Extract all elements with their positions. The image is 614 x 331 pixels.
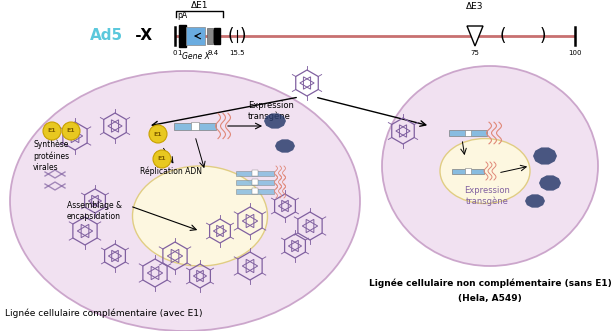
FancyBboxPatch shape bbox=[207, 28, 213, 44]
FancyBboxPatch shape bbox=[449, 130, 487, 136]
FancyBboxPatch shape bbox=[452, 168, 484, 173]
Circle shape bbox=[149, 125, 167, 143]
Polygon shape bbox=[539, 175, 561, 191]
Polygon shape bbox=[264, 114, 286, 129]
Circle shape bbox=[43, 122, 61, 140]
Text: Gene X: Gene X bbox=[182, 52, 209, 61]
Text: E1: E1 bbox=[67, 128, 76, 133]
Ellipse shape bbox=[133, 166, 268, 266]
Text: 1: 1 bbox=[177, 50, 181, 56]
Ellipse shape bbox=[382, 66, 598, 266]
Text: (: ( bbox=[228, 27, 234, 45]
FancyBboxPatch shape bbox=[191, 122, 199, 130]
Text: Réplication ADN: Réplication ADN bbox=[140, 166, 202, 176]
FancyBboxPatch shape bbox=[236, 188, 274, 194]
Text: 15.5: 15.5 bbox=[229, 50, 245, 56]
Text: Assemblage &
encapsidation: Assemblage & encapsidation bbox=[67, 201, 122, 221]
FancyBboxPatch shape bbox=[236, 179, 274, 184]
Text: Lignée cellulaire non complémentaire (sans E1): Lignée cellulaire non complémentaire (sa… bbox=[368, 278, 612, 288]
Text: Ad5: Ad5 bbox=[90, 28, 123, 43]
Text: (: ( bbox=[500, 27, 506, 45]
Text: Expression
transgène: Expression transgène bbox=[248, 101, 294, 121]
Text: 75: 75 bbox=[470, 50, 480, 56]
Text: E1: E1 bbox=[154, 131, 162, 136]
FancyBboxPatch shape bbox=[236, 170, 274, 175]
Text: (Hela, A549): (Hela, A549) bbox=[458, 294, 522, 303]
Text: -X: -X bbox=[130, 28, 152, 43]
FancyBboxPatch shape bbox=[252, 170, 258, 176]
FancyBboxPatch shape bbox=[465, 168, 471, 174]
Text: ): ) bbox=[239, 27, 246, 45]
Text: ΔE3: ΔE3 bbox=[466, 2, 484, 11]
Text: 100: 100 bbox=[568, 50, 581, 56]
Circle shape bbox=[62, 122, 80, 140]
Polygon shape bbox=[525, 194, 545, 208]
Ellipse shape bbox=[10, 71, 360, 331]
Polygon shape bbox=[275, 139, 295, 153]
FancyBboxPatch shape bbox=[252, 188, 258, 194]
FancyBboxPatch shape bbox=[174, 122, 216, 129]
Text: E1: E1 bbox=[158, 157, 166, 162]
Polygon shape bbox=[467, 26, 483, 46]
Ellipse shape bbox=[440, 138, 530, 204]
Text: Expression
transgène: Expression transgène bbox=[464, 186, 510, 206]
Text: E1: E1 bbox=[48, 128, 56, 133]
Circle shape bbox=[153, 150, 171, 168]
FancyBboxPatch shape bbox=[214, 28, 220, 44]
Text: pA: pA bbox=[177, 11, 187, 20]
Text: 0: 0 bbox=[173, 50, 177, 56]
Text: ΔE1: ΔE1 bbox=[191, 1, 208, 10]
FancyBboxPatch shape bbox=[465, 130, 472, 136]
FancyBboxPatch shape bbox=[179, 25, 186, 47]
FancyBboxPatch shape bbox=[252, 179, 258, 185]
Text: 9.4: 9.4 bbox=[207, 50, 218, 56]
Text: Synthèse
protéines
virales: Synthèse protéines virales bbox=[33, 140, 69, 172]
Text: ): ) bbox=[540, 27, 546, 45]
FancyBboxPatch shape bbox=[186, 27, 205, 45]
Text: Lignée cellulaire complémentaire (avec E1): Lignée cellulaire complémentaire (avec E… bbox=[5, 308, 203, 318]
Polygon shape bbox=[533, 147, 557, 165]
